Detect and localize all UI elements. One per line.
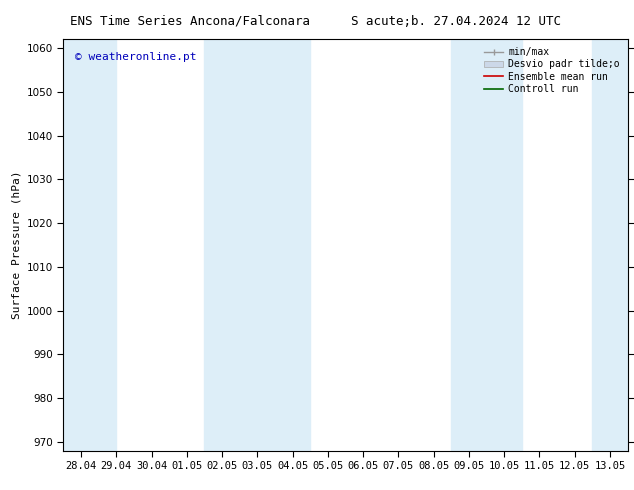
Text: S acute;b. 27.04.2024 12 UTC: S acute;b. 27.04.2024 12 UTC: [351, 15, 562, 28]
Legend: min/max, Desvio padr tilde;o, Ensemble mean run, Controll run: min/max, Desvio padr tilde;o, Ensemble m…: [481, 44, 623, 97]
Bar: [592, 39, 628, 451]
Text: ENS Time Series Ancona/Falconara: ENS Time Series Ancona/Falconara: [70, 15, 310, 28]
Bar: [204, 39, 310, 451]
Bar: [451, 39, 522, 451]
Y-axis label: Surface Pressure (hPa): Surface Pressure (hPa): [11, 171, 21, 319]
Text: © weatheronline.pt: © weatheronline.pt: [75, 51, 196, 62]
Bar: [63, 39, 116, 451]
